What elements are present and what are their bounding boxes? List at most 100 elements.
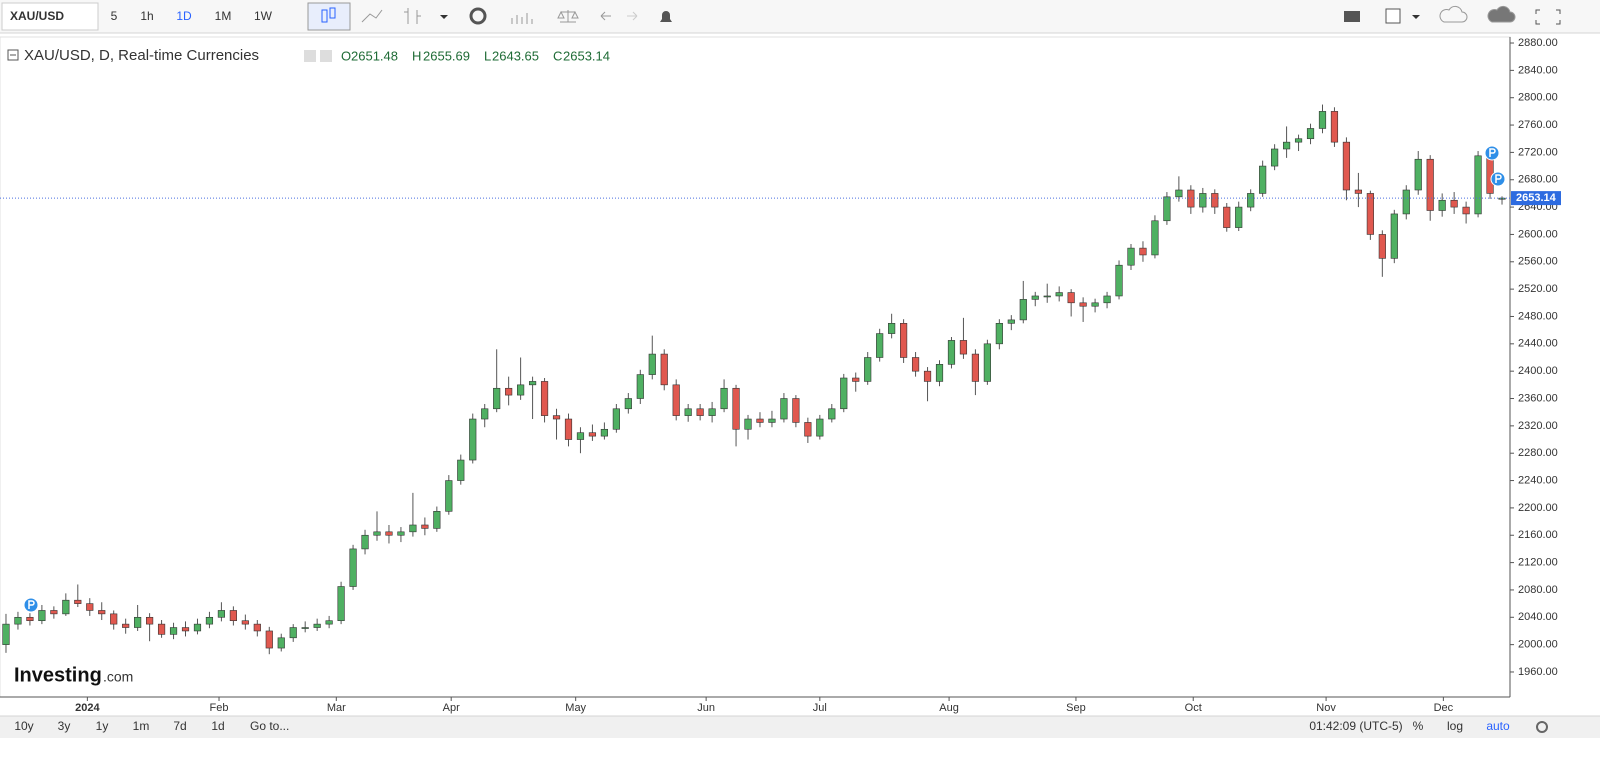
candle-body bbox=[576, 432, 585, 440]
candle-body bbox=[1199, 193, 1207, 208]
candle-body bbox=[1402, 189, 1410, 215]
range-button[interactable]: 3y bbox=[58, 719, 71, 733]
candle-body bbox=[971, 353, 980, 382]
interval-button[interactable]: 1M bbox=[215, 9, 232, 23]
candle-body bbox=[864, 357, 872, 382]
candle-body bbox=[947, 340, 956, 365]
candle-body bbox=[433, 511, 441, 529]
scale-option[interactable]: % bbox=[1413, 719, 1424, 733]
ohlc-label: O bbox=[341, 48, 351, 63]
candle-body bbox=[1390, 213, 1398, 259]
range-button[interactable]: 1y bbox=[96, 719, 109, 733]
candle-body bbox=[1247, 193, 1255, 208]
candle-body bbox=[840, 377, 848, 410]
range-button[interactable]: 7d bbox=[173, 719, 186, 733]
x-tick-label: Jul bbox=[813, 702, 827, 714]
candle-body bbox=[313, 623, 321, 628]
candle-body bbox=[995, 323, 1003, 345]
x-tick-label: Apr bbox=[443, 702, 460, 714]
x-tick-label: Dec bbox=[1434, 702, 1454, 714]
candle-body bbox=[1043, 295, 1051, 298]
candle-body bbox=[756, 418, 764, 423]
y-tick-label: 2240.00 bbox=[1518, 474, 1558, 486]
chart-title: XAU/USD, D, Real-time Currencies bbox=[24, 47, 259, 64]
candle-body bbox=[911, 357, 920, 372]
goto-button[interactable]: Go to... bbox=[250, 719, 289, 733]
y-tick-label: 2680.00 bbox=[1518, 174, 1558, 186]
y-tick-label: 2880.00 bbox=[1518, 37, 1558, 49]
y-tick-label: 2720.00 bbox=[1518, 146, 1558, 158]
interval-button[interactable]: 1D bbox=[176, 9, 192, 23]
candle-body bbox=[14, 616, 22, 625]
y-tick-label: 2480.00 bbox=[1518, 310, 1558, 322]
candle-body bbox=[361, 534, 369, 550]
candle-body bbox=[935, 364, 944, 382]
y-tick-label: 2560.00 bbox=[1518, 256, 1558, 268]
candle-body bbox=[457, 459, 465, 481]
candle-body bbox=[110, 613, 118, 625]
candle-body bbox=[26, 616, 34, 622]
interval-button[interactable]: 5 bbox=[111, 9, 118, 23]
candle-body bbox=[217, 610, 226, 618]
candle-body bbox=[253, 623, 261, 632]
candle-body bbox=[349, 548, 357, 587]
y-tick-label: 1960.00 bbox=[1518, 666, 1558, 678]
candle-body bbox=[1438, 199, 1446, 211]
ohlc-label: H bbox=[412, 48, 421, 63]
candle-body bbox=[1426, 158, 1434, 211]
range-button[interactable]: 1m bbox=[133, 719, 150, 733]
symbol[interactable]: XAU/USD bbox=[10, 9, 64, 23]
candle-body bbox=[493, 387, 501, 410]
y-tick-label: 2360.00 bbox=[1518, 392, 1558, 404]
interval-button[interactable]: 1W bbox=[254, 9, 273, 23]
eye-icon[interactable] bbox=[304, 50, 316, 62]
scale-option[interactable]: log bbox=[1447, 719, 1463, 733]
candle-body bbox=[959, 340, 968, 355]
interval-button[interactable]: 1h bbox=[140, 9, 153, 23]
candle-body bbox=[792, 398, 800, 423]
candle-body bbox=[1366, 193, 1374, 235]
candle-body bbox=[1151, 220, 1159, 256]
candle-body bbox=[1235, 206, 1243, 228]
candle-body bbox=[1091, 302, 1099, 307]
candle-body bbox=[1211, 193, 1219, 208]
candle-body bbox=[1019, 299, 1027, 321]
candle-body bbox=[624, 398, 632, 410]
event-marker-glyph bbox=[1489, 148, 1496, 157]
candle-body bbox=[1103, 295, 1111, 304]
candle-body bbox=[1354, 189, 1362, 194]
candle-body bbox=[852, 377, 860, 382]
y-tick-label: 2160.00 bbox=[1518, 529, 1558, 541]
settings-gear[interactable] bbox=[1536, 721, 1548, 733]
candle-body bbox=[1127, 247, 1135, 266]
candle-body bbox=[1055, 292, 1063, 297]
candle-body bbox=[696, 408, 704, 416]
candle-body bbox=[1139, 247, 1147, 256]
scale-option[interactable]: auto bbox=[1486, 719, 1510, 733]
candle-body bbox=[289, 627, 297, 639]
candle-body bbox=[1282, 141, 1291, 150]
toolbar-icons bbox=[307, 2, 1561, 31]
candle-body bbox=[505, 387, 513, 396]
settings-icon[interactable] bbox=[320, 50, 332, 62]
candle-body bbox=[816, 418, 824, 437]
x-tick-label: Aug bbox=[939, 702, 959, 714]
candle-body bbox=[564, 418, 573, 440]
candle-body bbox=[265, 630, 273, 649]
candle-body bbox=[98, 610, 106, 615]
ohlc-value: 2651.48 bbox=[351, 48, 398, 63]
last-price-box bbox=[1511, 191, 1561, 206]
candle-body bbox=[744, 418, 752, 430]
candle-body bbox=[421, 524, 429, 529]
candle-body bbox=[1223, 206, 1231, 228]
symbol-box[interactable] bbox=[1, 2, 99, 31]
candle-body bbox=[146, 616, 154, 625]
range-button[interactable]: 10y bbox=[14, 719, 33, 733]
candle-body bbox=[900, 323, 908, 358]
candle-body bbox=[193, 623, 202, 632]
y-tick-label: 2080.00 bbox=[1518, 584, 1558, 596]
candle-body bbox=[1474, 155, 1482, 215]
candle-body bbox=[768, 418, 776, 423]
x-tick-label: Jun bbox=[697, 702, 715, 714]
range-button[interactable]: 1d bbox=[211, 719, 224, 733]
